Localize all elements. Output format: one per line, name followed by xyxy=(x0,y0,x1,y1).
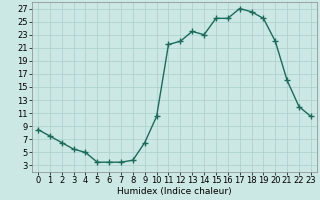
X-axis label: Humidex (Indice chaleur): Humidex (Indice chaleur) xyxy=(117,187,232,196)
